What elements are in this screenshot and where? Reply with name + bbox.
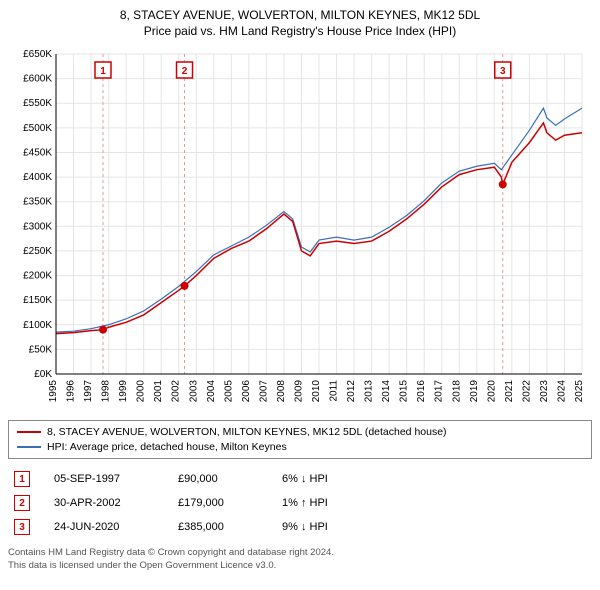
event-badge: 1 bbox=[14, 471, 30, 487]
svg-text:2021: 2021 bbox=[504, 380, 515, 403]
event-date: 24-JUN-2020 bbox=[54, 521, 154, 533]
svg-text:1998: 1998 bbox=[101, 380, 112, 403]
svg-text:£650K: £650K bbox=[23, 49, 52, 60]
svg-text:2022: 2022 bbox=[521, 380, 532, 403]
event-price: £90,000 bbox=[178, 473, 258, 485]
svg-text:£350K: £350K bbox=[23, 197, 52, 208]
svg-text:£450K: £450K bbox=[23, 147, 52, 158]
svg-text:3: 3 bbox=[500, 66, 506, 77]
svg-text:2006: 2006 bbox=[241, 380, 252, 403]
svg-text:£250K: £250K bbox=[23, 246, 52, 257]
svg-text:£500K: £500K bbox=[23, 123, 52, 134]
attribution-footer: Contains HM Land Registry data © Crown c… bbox=[8, 547, 592, 572]
svg-text:£0K: £0K bbox=[34, 369, 52, 380]
svg-text:2019: 2019 bbox=[469, 380, 480, 403]
svg-text:2000: 2000 bbox=[136, 380, 147, 403]
event-date: 30-APR-2002 bbox=[54, 497, 154, 509]
svg-text:2016: 2016 bbox=[416, 380, 427, 403]
svg-text:£200K: £200K bbox=[23, 271, 52, 282]
svg-text:2013: 2013 bbox=[364, 380, 375, 403]
event-badge: 3 bbox=[14, 519, 30, 535]
chart-title: 8, STACEY AVENUE, WOLVERTON, MILTON KEYN… bbox=[8, 8, 592, 22]
event-delta: 1% ↑ HPI bbox=[282, 497, 382, 509]
svg-text:£100K: £100K bbox=[23, 320, 52, 331]
price-chart: 1 2 3 £0K £50K £100K £150K £200K £250K £300K £350K… bbox=[8, 44, 592, 414]
svg-text:2024: 2024 bbox=[556, 380, 567, 403]
svg-text:2: 2 bbox=[182, 66, 188, 77]
legend-item: HPI: Average price, detached house, Milt… bbox=[17, 440, 583, 455]
svg-text:2005: 2005 bbox=[223, 380, 234, 403]
svg-text:2011: 2011 bbox=[329, 380, 340, 402]
legend-swatch bbox=[17, 431, 41, 433]
svg-text:£150K: £150K bbox=[23, 295, 52, 306]
event-delta: 6% ↓ HPI bbox=[282, 473, 382, 485]
legend: 8, STACEY AVENUE, WOLVERTON, MILTON KEYN… bbox=[8, 420, 592, 459]
svg-text:£300K: £300K bbox=[23, 221, 52, 232]
svg-text:2001: 2001 bbox=[153, 380, 164, 403]
svg-text:1995: 1995 bbox=[48, 380, 59, 403]
svg-text:2008: 2008 bbox=[276, 380, 287, 403]
svg-text:2007: 2007 bbox=[258, 380, 269, 403]
svg-text:2010: 2010 bbox=[311, 380, 322, 403]
legend-label: 8, STACEY AVENUE, WOLVERTON, MILTON KEYN… bbox=[47, 425, 447, 440]
svg-text:2014: 2014 bbox=[381, 380, 392, 403]
svg-text:2009: 2009 bbox=[293, 380, 304, 403]
event-row: 1 05-SEP-1997 £90,000 6% ↓ HPI bbox=[8, 467, 592, 491]
event-delta: 9% ↓ HPI bbox=[282, 521, 382, 533]
event-price: £385,000 bbox=[178, 521, 258, 533]
svg-text:2025: 2025 bbox=[574, 380, 585, 403]
svg-text:2017: 2017 bbox=[434, 380, 445, 403]
chart-container: 1 2 3 £0K £50K £100K £150K £200K £250K £300K £350K… bbox=[8, 44, 592, 414]
legend-label: HPI: Average price, detached house, Milt… bbox=[47, 440, 287, 455]
svg-text:1997: 1997 bbox=[83, 380, 94, 403]
events-table: 1 05-SEP-1997 £90,000 6% ↓ HPI 2 30-APR-2002 £… bbox=[8, 467, 592, 539]
svg-text:£550K: £550K bbox=[23, 98, 52, 109]
event-date: 05-SEP-1997 bbox=[54, 473, 154, 485]
legend-swatch bbox=[17, 446, 41, 448]
svg-text:1999: 1999 bbox=[118, 380, 129, 403]
svg-text:2002: 2002 bbox=[171, 380, 182, 403]
svg-text:1: 1 bbox=[100, 66, 106, 77]
svg-text:2023: 2023 bbox=[539, 380, 550, 403]
legend-item: 8, STACEY AVENUE, WOLVERTON, MILTON KEYN… bbox=[17, 425, 583, 440]
event-price: £179,000 bbox=[178, 497, 258, 509]
event-badge: 2 bbox=[14, 495, 30, 511]
svg-text:2015: 2015 bbox=[399, 380, 410, 403]
svg-text:£400K: £400K bbox=[23, 172, 52, 183]
footer-line-1: Contains HM Land Registry data © Crown c… bbox=[8, 547, 592, 559]
chart-subtitle: Price paid vs. HM Land Registry's House … bbox=[8, 24, 592, 38]
event-row: 3 24-JUN-2020 £385,000 9% ↓ HPI bbox=[8, 515, 592, 539]
svg-text:2004: 2004 bbox=[206, 380, 217, 403]
svg-text:1996: 1996 bbox=[66, 380, 77, 403]
svg-text:2020: 2020 bbox=[486, 380, 497, 403]
svg-text:£600K: £600K bbox=[23, 74, 52, 85]
svg-text:2012: 2012 bbox=[346, 380, 357, 403]
event-row: 2 30-APR-2002 £179,000 1% ↑ HPI bbox=[8, 491, 592, 515]
footer-line-2: This data is licensed under the Open Gov… bbox=[8, 560, 592, 572]
svg-text:£50K: £50K bbox=[29, 344, 53, 355]
svg-text:2018: 2018 bbox=[451, 380, 462, 403]
svg-text:2003: 2003 bbox=[188, 380, 199, 403]
